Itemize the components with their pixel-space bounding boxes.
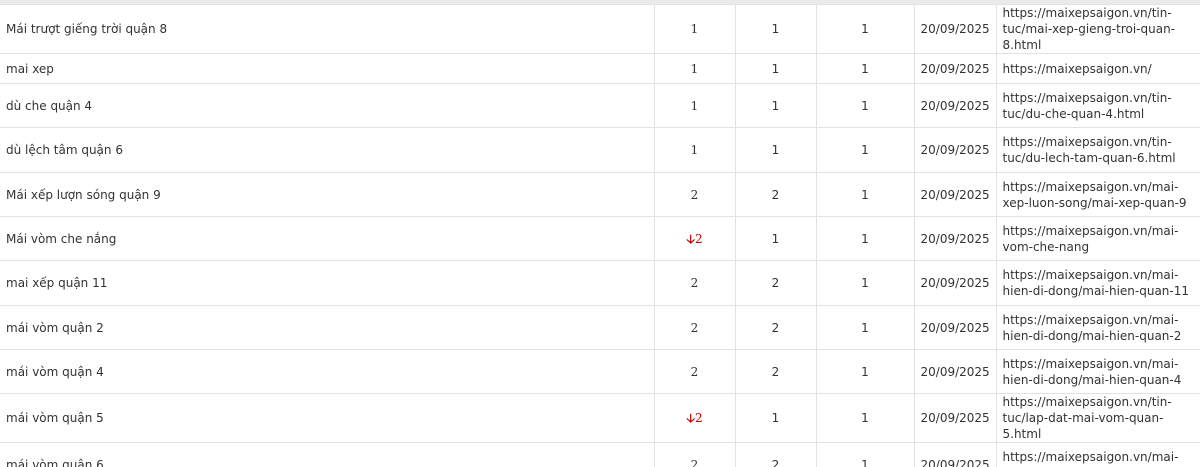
keyword-cell: mai xep (0, 53, 655, 84)
best-position-cell: 2 (734, 349, 817, 394)
table-row: mái vòm quận 2 2 2 1 20/09/2025 https://… (0, 305, 1200, 350)
first-position-cell: 1 (815, 127, 915, 173)
arrow-down-icon: 🡣 (686, 411, 695, 425)
best-position-cell: 2 (734, 260, 817, 306)
keyword-cell: dù che quận 4 (0, 83, 655, 128)
keyword-cell: Mái vòm che nắng (0, 216, 655, 261)
table-row: dù che quận 4 1 1 1 20/09/2025 https://m… (0, 83, 1200, 128)
url-link[interactable]: https://maixepsaigon.vn/mai-hien-di-dong… (995, 442, 1200, 467)
date-cell: 20/09/2025 (913, 53, 997, 84)
best-position-cell: 1 (734, 216, 817, 261)
position-cell: 1 (653, 4, 736, 54)
date-cell: 20/09/2025 (913, 172, 997, 217)
table-row: mai xếp quận 11 2 2 1 20/09/2025 https:/… (0, 260, 1200, 306)
best-position-cell: 1 (734, 53, 817, 84)
first-position-cell: 1 (815, 260, 915, 306)
url-link[interactable]: https://maixepsaigon.vn/tin-tuc/du-che-q… (995, 83, 1200, 128)
date-cell: 20/09/2025 (913, 349, 997, 394)
first-position-cell: 1 (815, 349, 915, 394)
best-position-cell: 2 (734, 305, 817, 350)
date-cell: 20/09/2025 (913, 260, 997, 306)
first-position-cell: 1 (815, 4, 915, 54)
date-cell: 20/09/2025 (913, 127, 997, 173)
keyword-cell: mái vòm quận 6 (0, 442, 655, 467)
keyword-cell: mai xếp quận 11 (0, 260, 655, 306)
best-position-cell: 1 (734, 393, 817, 443)
first-position-cell: 1 (815, 83, 915, 128)
table-row: mái vòm quận 5 🡣2 1 1 20/09/2025 https:/… (0, 393, 1200, 443)
url-link[interactable]: https://maixepsaigon.vn/mai-hien-di-dong… (995, 349, 1200, 394)
table-row: Mái trượt giếng trời quận 8 1 1 1 20/09/… (0, 4, 1200, 54)
url-link[interactable]: https://maixepsaigon.vn/tin-tuc/mai-xep-… (995, 4, 1200, 54)
position-cell: 2 (653, 349, 736, 394)
first-position-cell: 1 (815, 172, 915, 217)
table-row: dù lệch tâm quận 6 1 1 1 20/09/2025 http… (0, 127, 1200, 173)
best-position-cell: 2 (734, 172, 817, 217)
position-cell: 2 (653, 260, 736, 306)
position-cell: 1 (653, 53, 736, 84)
table-row: mai xep 1 1 1 20/09/2025 https://maixeps… (0, 53, 1200, 84)
best-position-cell: 1 (734, 4, 817, 54)
first-position-cell: 1 (815, 442, 915, 467)
date-cell: 20/09/2025 (913, 442, 997, 467)
keyword-cell: mái vòm quận 2 (0, 305, 655, 350)
first-position-cell: 1 (815, 305, 915, 350)
keyword-cell: mái vòm quận 5 (0, 393, 655, 443)
url-link[interactable]: https://maixepsaigon.vn/mai-vom-che-nang (995, 216, 1200, 261)
first-position-cell: 1 (815, 393, 915, 443)
table-row: mái vòm quận 6 2 2 1 20/09/2025 https://… (0, 442, 1200, 467)
position-cell: 1 (653, 83, 736, 128)
date-cell: 20/09/2025 (913, 305, 997, 350)
best-position-cell: 1 (734, 127, 817, 173)
first-position-cell: 1 (815, 216, 915, 261)
table-header-edge (0, 0, 1200, 4)
date-cell: 20/09/2025 (913, 4, 997, 54)
keyword-rankings-table: Mái trượt giếng trời quận 8 1 1 1 20/09/… (0, 4, 1200, 467)
position-cell: 2 (653, 172, 736, 217)
url-link[interactable]: https://maixepsaigon.vn/ (995, 53, 1200, 84)
url-link[interactable]: https://maixepsaigon.vn/mai-xep-luon-son… (995, 172, 1200, 217)
arrow-down-icon: 🡣 (686, 231, 695, 246)
keyword-cell: mái vòm quận 4 (0, 349, 655, 394)
url-link[interactable]: https://maixepsaigon.vn/tin-tuc/du-lech-… (995, 127, 1200, 173)
best-position-cell: 2 (734, 442, 817, 467)
position-cell: 2 (653, 305, 736, 350)
date-cell: 20/09/2025 (913, 216, 997, 261)
table-row: Mái vòm che nắng 🡣2 1 1 20/09/2025 https… (0, 216, 1200, 261)
keyword-cell: Mái xếp lượn sóng quận 9 (0, 172, 655, 217)
first-position-cell: 1 (815, 53, 915, 84)
table-row: Mái xếp lượn sóng quận 9 2 2 1 20/09/202… (0, 172, 1200, 217)
position-cell: 🡣2 (653, 216, 736, 261)
date-cell: 20/09/2025 (913, 393, 997, 443)
date-cell: 20/09/2025 (913, 83, 997, 128)
position-cell: 🡣2 (653, 393, 736, 443)
position-cell: 1 (653, 127, 736, 173)
url-link[interactable]: https://maixepsaigon.vn/mai-hien-di-dong… (995, 260, 1200, 306)
table-row: mái vòm quận 4 2 2 1 20/09/2025 https://… (0, 349, 1200, 394)
keyword-cell: Mái trượt giếng trời quận 8 (0, 4, 655, 54)
position-cell: 2 (653, 442, 736, 467)
url-link[interactable]: https://maixepsaigon.vn/tin-tuc/lap-dat-… (995, 393, 1200, 443)
best-position-cell: 1 (734, 83, 817, 128)
keyword-cell: dù lệch tâm quận 6 (0, 127, 655, 173)
url-link[interactable]: https://maixepsaigon.vn/mai-hien-di-dong… (995, 305, 1200, 350)
